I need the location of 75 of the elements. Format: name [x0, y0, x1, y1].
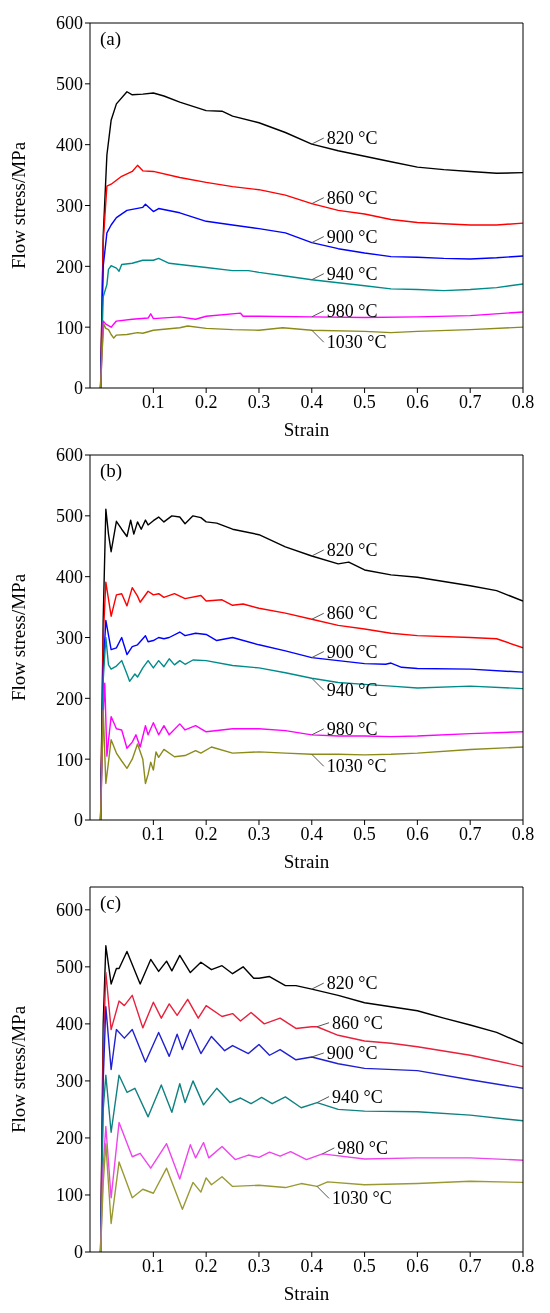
x-tick-label: 0.4 [300, 391, 324, 412]
line-series [99, 1142, 523, 1252]
series-label: 820 °C [326, 539, 378, 560]
series-label: 860 °C [326, 187, 378, 208]
x-tick-label: 0.8 [511, 391, 535, 412]
x-tick-label: 0.6 [406, 823, 429, 844]
y-tick-label: 0 [74, 1242, 83, 1263]
series-label: 820 °C [326, 973, 378, 994]
series-label: 860 °C [332, 1012, 383, 1033]
x-tick-label: 0.6 [406, 391, 429, 412]
series-label: 860 °C [326, 603, 378, 624]
x-tick-label: 0.3 [247, 823, 271, 844]
series-label: 980 °C [326, 718, 378, 739]
y-axis-title: Flow stress/MPa [7, 141, 29, 270]
y-tick-label: 400 [56, 135, 83, 156]
y-tick-label: 500 [56, 74, 83, 95]
x-tick-label: 0.4 [300, 823, 324, 844]
x-axis-title: Strain [283, 1283, 330, 1304]
series-label: 900 °C [326, 641, 378, 662]
series-label: 940 °C [326, 263, 378, 284]
series-label: 980 °C [337, 1137, 389, 1158]
y-tick-label: 400 [56, 567, 83, 588]
x-axis-title: Strain [283, 851, 330, 872]
y-tick-label: 0 [74, 378, 83, 399]
x-tick-label: 0.5 [353, 1255, 376, 1276]
series-label: 1030 °C [326, 332, 387, 353]
series-label: 940 °C [332, 1086, 383, 1107]
y-tick-label: 300 [56, 627, 83, 648]
y-tick-label: 200 [56, 1128, 83, 1149]
y-tick-label: 600 [56, 445, 83, 466]
y-tick-label: 100 [56, 317, 83, 338]
series-label: 980 °C [326, 300, 378, 321]
y-tick-label: 500 [56, 506, 83, 527]
y-tick-label: 100 [56, 1185, 83, 1206]
y-tick-label: 600 [56, 900, 83, 921]
y-tick-label: 0 [74, 810, 83, 831]
series-label: 940 °C [326, 680, 378, 701]
line-series [99, 709, 523, 820]
y-tick-label: 200 [56, 688, 83, 709]
y-tick-label: 600 [56, 13, 83, 34]
x-tick-label: 0.3 [247, 391, 271, 412]
chart-title: (b) [100, 460, 123, 482]
series-label: 900 °C [326, 1042, 378, 1063]
x-tick-label: 0.6 [406, 1255, 429, 1276]
y-tick-label: 200 [56, 256, 83, 277]
y-axis-title: Flow stress/MPa [7, 1005, 29, 1134]
x-tick-label: 0.7 [458, 823, 482, 844]
x-tick-label: 0.1 [142, 391, 165, 412]
y-tick-label: 300 [56, 1071, 83, 1092]
x-tick-label: 0.1 [142, 1255, 165, 1276]
series-label: 900 °C [326, 226, 378, 247]
series-label: 820 °C [326, 128, 378, 149]
x-tick-label: 0.2 [194, 391, 218, 412]
x-tick-label: 0.7 [458, 1255, 482, 1276]
y-tick-label: 100 [56, 749, 83, 770]
x-tick-label: 0.5 [353, 391, 376, 412]
x-tick-label: 0.2 [194, 1255, 218, 1276]
x-tick-label: 0.1 [142, 823, 165, 844]
chart-title: (a) [100, 28, 122, 50]
series-label: 1030 °C [332, 1188, 392, 1209]
x-tick-label: 0.8 [511, 823, 535, 844]
x-tick-label: 0.8 [511, 1255, 535, 1276]
y-axis-title: Flow stress/MPa [7, 573, 29, 702]
x-tick-label: 0.7 [458, 391, 482, 412]
x-tick-label: 0.2 [194, 823, 218, 844]
x-axis-title: Strain [283, 419, 330, 440]
x-tick-label: 0.4 [300, 1255, 324, 1276]
y-tick-label: 300 [56, 195, 83, 216]
x-tick-label: 0.5 [353, 823, 376, 844]
y-tick-label: 500 [56, 957, 83, 978]
x-tick-label: 0.3 [247, 1255, 271, 1276]
y-tick-label: 400 [56, 1014, 83, 1035]
series-label: 1030 °C [326, 756, 387, 777]
chart-title: (c) [100, 892, 122, 914]
line-series [99, 323, 523, 388]
